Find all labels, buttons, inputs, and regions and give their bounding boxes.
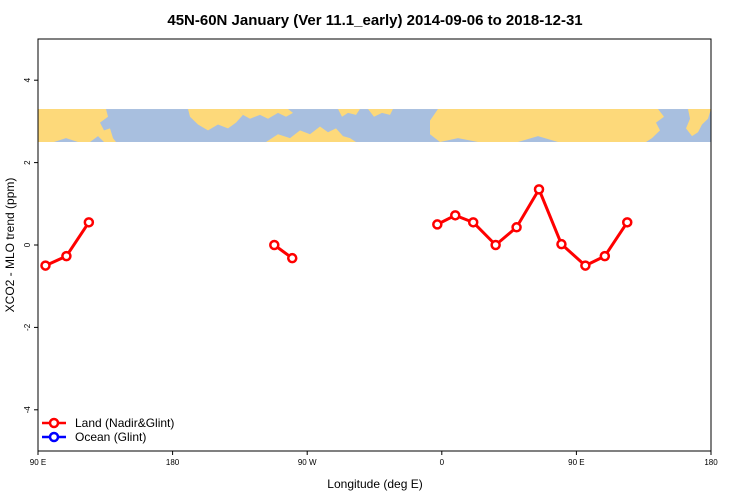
map-landmass-0 xyxy=(38,109,116,142)
map-landmass-1 xyxy=(188,109,243,131)
map-landmass-6 xyxy=(430,109,664,142)
x-tick-label: 90 W xyxy=(298,458,317,467)
series-0-point xyxy=(40,260,51,271)
x-axis: 90 E 180 90 W 0 90 E 180 xyxy=(30,451,718,467)
y-tick-label: 2 xyxy=(23,160,32,165)
map-landmass-5 xyxy=(368,109,393,117)
series-0-point xyxy=(432,219,443,230)
series-0-point xyxy=(511,222,522,233)
map-landmass-3 xyxy=(266,126,356,142)
series-layer xyxy=(40,184,633,271)
series-0-point xyxy=(556,238,567,250)
y-tick-label: 0 xyxy=(23,242,32,247)
series-0-point xyxy=(490,239,501,251)
y-tick-label: -2 xyxy=(23,323,32,331)
legend-label-ocean: Ocean (Glint) xyxy=(75,430,146,444)
map-landmass-4 xyxy=(338,109,360,117)
world-map-band xyxy=(38,109,711,142)
x-axis-label: Longitude (deg E) xyxy=(327,477,422,491)
chart-title: 45N-60N January (Ver 11.1_early) 2014-09… xyxy=(167,12,582,29)
x-tick-label: 90 E xyxy=(30,458,46,467)
legend-entry-ocean: Ocean (Glint) xyxy=(42,430,146,444)
series-0-point xyxy=(599,250,611,262)
series-0-point xyxy=(621,217,633,228)
series-0-point xyxy=(269,239,280,251)
x-tick-label: 90 E xyxy=(568,458,584,467)
series-0-point xyxy=(61,250,72,262)
y-tick-label: -4 xyxy=(23,406,32,414)
series-0-point xyxy=(286,252,298,264)
series-0-point xyxy=(580,260,591,271)
y-tick-label: 4 xyxy=(23,77,32,82)
series-0-point xyxy=(533,184,545,195)
map-land xyxy=(38,109,711,142)
y-axis: -4 -2 0 2 4 xyxy=(23,77,38,413)
x-tick-label: 180 xyxy=(166,458,180,467)
series-0-point xyxy=(450,210,461,221)
map-landmass-7 xyxy=(686,109,711,137)
y-axis-label: XCO2 - MLO trend (ppm) xyxy=(3,178,17,313)
x-tick-label: 180 xyxy=(704,458,718,467)
legend-label-land: Land (Nadir&Glint) xyxy=(75,416,174,430)
legend-entry-land: Land (Nadir&Glint) xyxy=(42,416,174,430)
legend-swatch-land-marker xyxy=(48,417,60,429)
series-0-point xyxy=(467,217,479,228)
plot-frame xyxy=(37,38,712,452)
legend-swatch-ocean-marker xyxy=(48,431,60,443)
x-tick-label: 0 xyxy=(440,458,445,467)
series-0-point xyxy=(83,217,95,228)
map-landmass-2 xyxy=(238,109,293,119)
legend: Land (Nadir&Glint) Ocean (Glint) xyxy=(42,416,174,444)
series-0-line-2 xyxy=(436,187,629,268)
